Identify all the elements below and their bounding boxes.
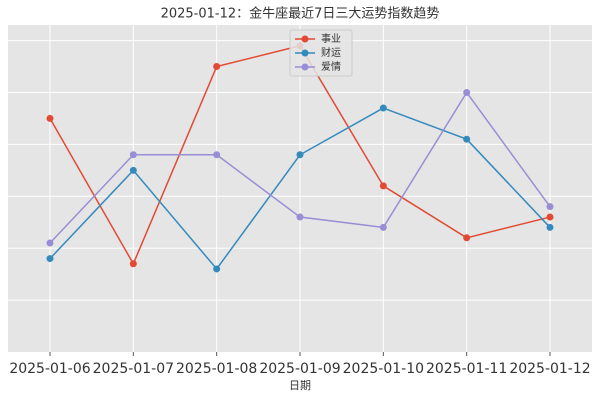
data-point [46,239,54,247]
x-tick-label: 2025-01-07 [93,361,174,377]
data-point [129,166,137,174]
legend-label: 爱情 [321,60,341,73]
data-point [379,104,387,112]
data-point [463,234,471,242]
data-point [213,151,221,159]
x-axis-label: 日期 [289,379,311,392]
data-point [213,265,221,273]
x-tick-label: 2025-01-08 [176,361,257,377]
x-tick-label: 2025-01-10 [343,361,424,377]
x-tick-label: 2025-01-09 [259,361,340,377]
x-tick-label: 2025-01-06 [9,361,90,377]
legend-label: 事业 [321,32,341,45]
data-point [463,88,471,96]
data-point [129,151,137,159]
data-point [296,151,304,159]
legend-marker [301,49,309,57]
data-point [379,223,387,231]
legend-label: 财运 [321,46,341,59]
data-point [213,63,221,71]
data-point [463,135,471,143]
data-point [46,255,54,263]
chart-title: 2025-01-12：金牛座最近7日三大运势指数趋势 [161,6,440,22]
data-point [546,213,554,221]
data-point [379,182,387,190]
data-point [546,203,554,211]
legend-marker [301,63,309,71]
data-point [296,213,304,221]
legend-marker [301,35,309,43]
x-tick-label: 2025-01-11 [426,361,507,377]
data-point [129,260,137,268]
x-tick-label: 2025-01-12 [509,361,590,377]
data-point [546,223,554,231]
data-point [46,114,54,122]
